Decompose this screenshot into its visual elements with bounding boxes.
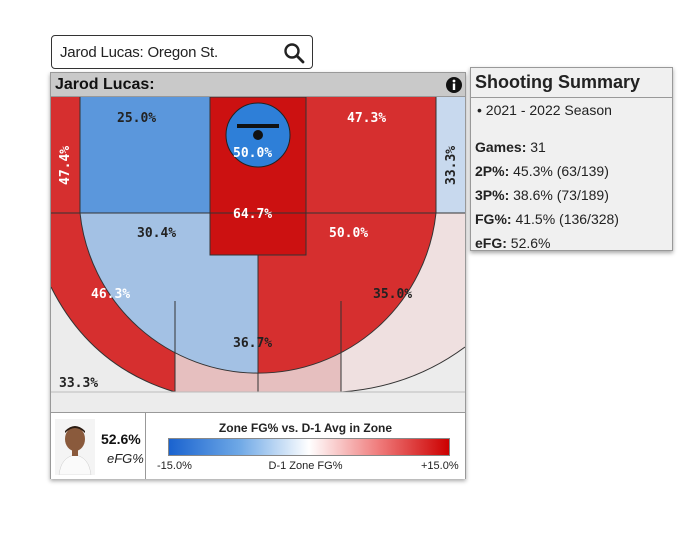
label-left-top: 25.0% [117, 111, 156, 126]
legend-color-scale [168, 438, 450, 456]
legend-mid-label: D-1 Zone FG% [268, 460, 343, 472]
label-three-left-wing: 46.3% [91, 287, 130, 302]
legend-title: Zone FG% vs. D-1 Avg in Zone [218, 421, 393, 435]
stat-label: 2P%: [475, 163, 510, 179]
stat-row-fg: FG%: 41.5% (136/328) [475, 211, 619, 227]
label-mid-center: 30.4% [137, 226, 176, 241]
legend-min-label: -15.0% [157, 460, 192, 472]
summary-title: Shooting Summary [475, 72, 641, 92]
label-three-center: 36.7% [233, 336, 272, 351]
stat-label: FG%: [475, 211, 512, 227]
label-restricted: 50.0% [233, 146, 272, 161]
label-paint: 64.7% [233, 207, 272, 222]
label-mid-right: 50.0% [329, 226, 368, 241]
stat-row-efg: eFG: 52.6% [475, 235, 550, 251]
stat-value: 52.6% [510, 235, 551, 251]
stat-label: 3P%: [475, 187, 510, 203]
label-left-corner: 47.4% [58, 146, 73, 185]
search-icon[interactable] [282, 41, 306, 65]
efg-value: 52.6% [101, 431, 141, 447]
info-icon[interactable] [445, 76, 463, 94]
zone-left-corner[interactable] [51, 97, 80, 213]
label-three-right-wing: 35.0% [373, 287, 412, 302]
zone-left-top[interactable] [80, 97, 210, 213]
stat-value: 38.6% (73/189) [513, 187, 609, 203]
player-search-box[interactable] [51, 35, 313, 69]
stat-row-3p: 3P%: 38.6% (73/189) [475, 187, 609, 203]
shot-chart-court: 47.4% 25.0% 50.0% 64.7% 47.3% 33.3% 30.4… [51, 97, 465, 412]
label-heave: 33.3% [59, 376, 98, 391]
efg-label: eFG% [107, 451, 144, 466]
shot-chart-header: Jarod Lucas: [51, 73, 465, 97]
summary-season-text: 2021 - 2022 Season [485, 102, 612, 118]
summary-season: • 2021 - 2022 Season [477, 102, 612, 118]
player-headshot [55, 419, 95, 475]
stat-label: Games: [475, 139, 527, 155]
zone-three-left-wing[interactable] [51, 213, 175, 392]
rim [253, 130, 263, 140]
shot-chart-footer: 52.6% eFG% Zone FG% vs. D-1 Avg in Zone … [51, 412, 465, 479]
stat-value: 41.5% (136/328) [515, 211, 619, 227]
zone-right-top[interactable] [306, 97, 436, 213]
summary-divider [471, 97, 672, 98]
label-right-top: 47.3% [347, 111, 386, 126]
label-right-corner: 33.3% [444, 146, 459, 185]
stat-label: eFG: [475, 235, 507, 251]
stat-row-2p: 2P%: 45.3% (63/139) [475, 163, 609, 179]
legend-max-label: +15.0% [421, 460, 459, 472]
shooting-summary-panel: Shooting Summary • 2021 - 2022 Season Ga… [470, 67, 673, 251]
zone-three-right-wing[interactable] [341, 213, 465, 392]
footer-divider [145, 413, 146, 479]
stat-row-games: Games: 31 [475, 139, 546, 155]
player-search-input[interactable] [52, 36, 272, 68]
stat-value: 31 [530, 139, 546, 155]
zone-right-corner[interactable] [436, 97, 465, 213]
player-name-title: Jarod Lucas: [55, 76, 155, 93]
stat-value: 45.3% (63/139) [513, 163, 609, 179]
shot-chart-card: Jarod Lucas: [50, 72, 466, 479]
